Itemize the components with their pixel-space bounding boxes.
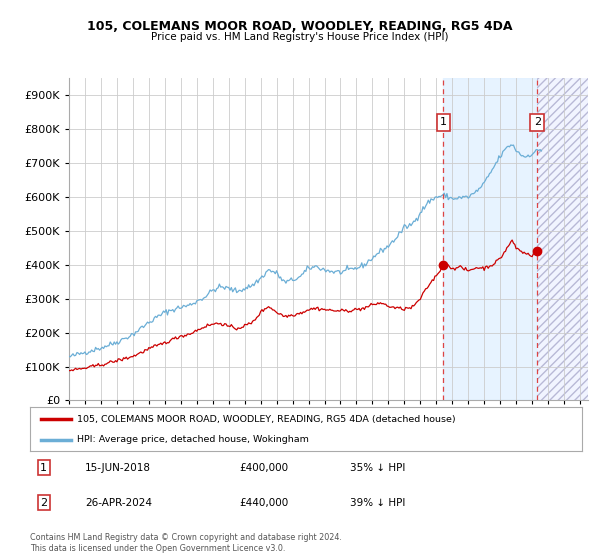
- Text: 2: 2: [533, 118, 541, 128]
- Bar: [537, 78, 588, 400]
- Bar: [443, 78, 537, 400]
- Text: £440,000: £440,000: [240, 498, 289, 507]
- Text: £400,000: £400,000: [240, 463, 289, 473]
- Text: Contains HM Land Registry data © Crown copyright and database right 2024.
This d: Contains HM Land Registry data © Crown c…: [30, 533, 342, 553]
- Text: 105, COLEMANS MOOR ROAD, WOODLEY, READING, RG5 4DA (detached house): 105, COLEMANS MOOR ROAD, WOODLEY, READIN…: [77, 415, 455, 424]
- Text: 2: 2: [40, 498, 47, 507]
- Text: 1: 1: [440, 118, 447, 128]
- Text: 35% ↓ HPI: 35% ↓ HPI: [350, 463, 406, 473]
- Text: 15-JUN-2018: 15-JUN-2018: [85, 463, 151, 473]
- Text: 26-APR-2024: 26-APR-2024: [85, 498, 152, 507]
- Text: 1: 1: [40, 463, 47, 473]
- Text: 39% ↓ HPI: 39% ↓ HPI: [350, 498, 406, 507]
- Text: Price paid vs. HM Land Registry's House Price Index (HPI): Price paid vs. HM Land Registry's House …: [151, 32, 449, 43]
- Text: 105, COLEMANS MOOR ROAD, WOODLEY, READING, RG5 4DA: 105, COLEMANS MOOR ROAD, WOODLEY, READIN…: [87, 20, 513, 32]
- Text: HPI: Average price, detached house, Wokingham: HPI: Average price, detached house, Woki…: [77, 435, 309, 445]
